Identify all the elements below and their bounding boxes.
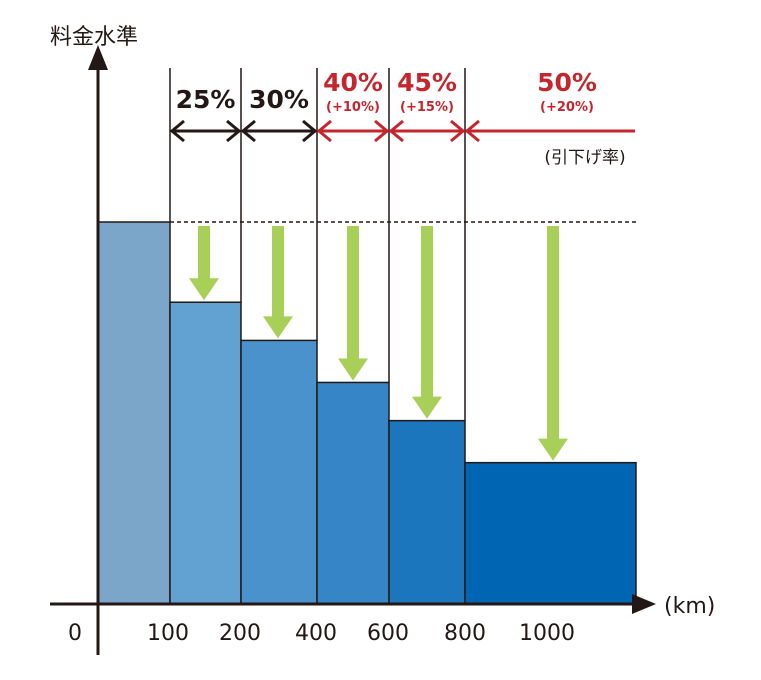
bar-800- (464, 461, 637, 605)
bar-600-800 (388, 419, 466, 605)
bar-100-200 (169, 301, 242, 605)
discount-range-arrow (464, 119, 635, 143)
x-tick-label: 800 (444, 621, 486, 646)
x-tick-label: 600 (367, 621, 409, 646)
discount-range-arrow (169, 119, 242, 143)
discount-increase-label: (+15%) (400, 100, 454, 115)
down-arrow-icon (538, 226, 568, 461)
discount-range-arrow (316, 119, 390, 143)
x-axis-arrowhead (632, 594, 656, 614)
x-tick-label: 1000 (519, 621, 575, 646)
y-axis-arrowhead (88, 45, 108, 70)
discount-range-arrow (388, 119, 466, 143)
discount-increase-label: (+20%) (540, 100, 594, 115)
bar-0-100 (97, 221, 171, 605)
discount-rate-label: 50% (537, 68, 597, 97)
down-arrow-icon (412, 226, 442, 419)
y-axis-label: 料金水準 (50, 25, 138, 50)
discount-caption: (引下げ率) (544, 148, 625, 168)
bar-400-600 (316, 381, 390, 605)
down-arrow-icon (189, 226, 219, 301)
discount-rate-label: 25% (176, 85, 236, 114)
bar-200-400 (240, 339, 318, 605)
x-tick-label: 200 (219, 621, 261, 646)
discount-rate-label: 45% (397, 68, 457, 97)
discount-rate-label: 40% (323, 68, 383, 97)
x-tick-label: 0 (68, 621, 82, 646)
x-tick-label: 400 (295, 621, 337, 646)
x-axis-label: (km) (664, 594, 715, 619)
discount-increase-label: (+10%) (326, 100, 380, 115)
down-arrow-icon (263, 226, 293, 339)
down-arrow-icon (338, 226, 368, 381)
discount-range-arrow (240, 119, 318, 143)
discount-rate-label: 30% (249, 85, 309, 114)
x-tick-label: 100 (147, 621, 189, 646)
